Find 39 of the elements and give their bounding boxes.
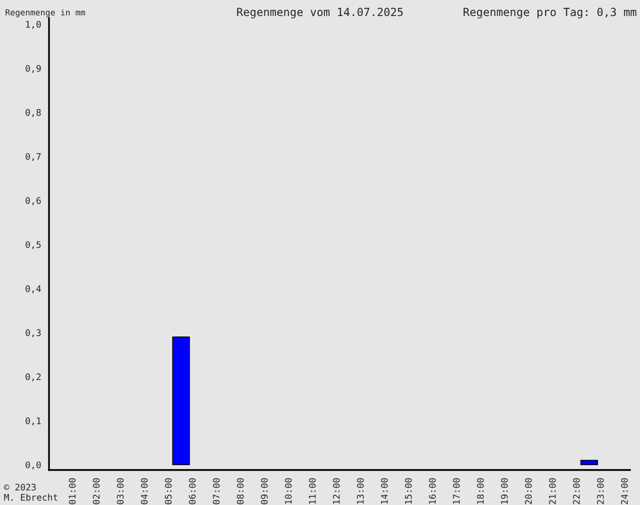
y-tick-label: 0,5	[26, 241, 41, 250]
x-tick-label: 02:00	[92, 478, 100, 504]
x-tick-label: 13:00	[356, 478, 364, 504]
x-tick-label: 19:00	[500, 478, 508, 504]
x-tick-label: 01:00	[68, 478, 76, 504]
x-tick-label: 15:00	[404, 478, 412, 504]
y-tick-label: 0,1	[26, 417, 41, 426]
x-tick-label: 10:00	[284, 478, 292, 504]
x-tick-label: 21:00	[548, 478, 556, 504]
x-tick-label: 23:00	[597, 478, 604, 504]
x-tick-label: 24:00	[621, 478, 628, 504]
x-tick-label: 20:00	[524, 478, 532, 504]
y-tick-label: 0,0	[26, 461, 41, 470]
y-axis-title: Regenmenge in mm	[6, 9, 85, 18]
x-tick-label: 03:00	[116, 478, 124, 504]
x-tick-label: 11:00	[308, 478, 316, 504]
x-tick-label: 06:00	[188, 478, 196, 504]
chart-title: Regenmenge vom 14.07.2025	[237, 8, 403, 18]
y-tick-label: 0,4	[26, 285, 41, 294]
chart-subtitle: Regenmenge pro Tag: 0,3 mm	[464, 8, 636, 18]
y-tick-label: 0,6	[26, 197, 41, 206]
y-tick-label: 0,7	[26, 153, 41, 162]
x-tick-label: 22:00	[572, 478, 580, 504]
x-tick-label: 16:00	[428, 478, 436, 504]
x-tick-label: 18:00	[476, 478, 484, 504]
y-tick-label: 1,0	[26, 20, 41, 29]
x-tick-label: 07:00	[212, 478, 220, 504]
x-tick-label: 12:00	[332, 478, 340, 504]
y-tick-label: 0,9	[26, 64, 41, 73]
text: © 2023 M. Ebrecht	[4, 484, 58, 501]
x-tick-label: 04:00	[140, 478, 148, 504]
y-tick-label: 0,8	[26, 109, 41, 117]
x-tick-label: 05:00	[164, 478, 172, 504]
x-tick-label: 08:00	[236, 478, 244, 504]
x-tick-label: 09:00	[260, 478, 268, 504]
x-tick-label: 14:00	[380, 478, 388, 504]
x-tick-label: 17:00	[452, 478, 460, 504]
y-tick-label: 0,2	[26, 373, 41, 382]
y-tick-label: 0,3	[26, 329, 41, 338]
